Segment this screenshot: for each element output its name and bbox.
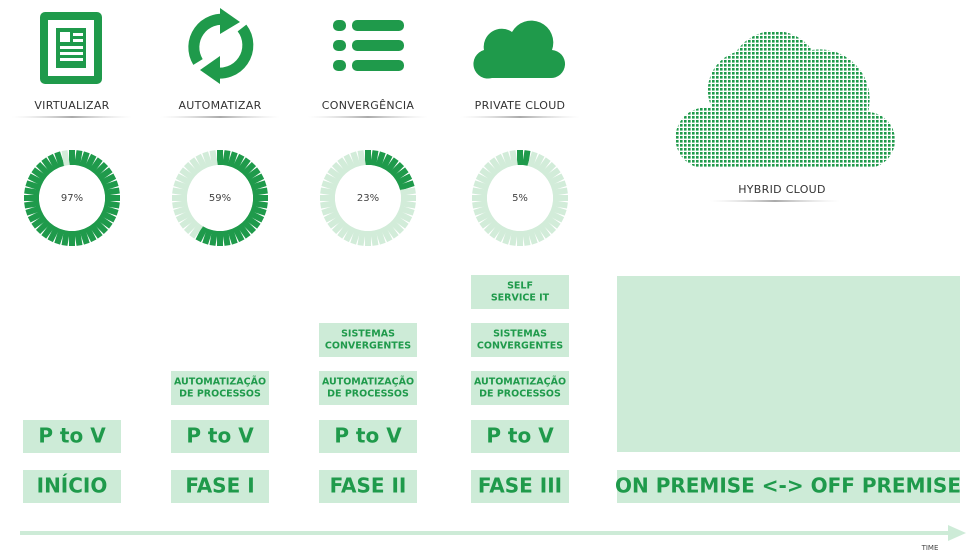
step-label: P to V <box>186 424 254 448</box>
phase-label: ON PREMISE <-> OFF PREMISE <box>615 474 961 498</box>
gauge-segment <box>320 195 335 201</box>
step-label: SERVICE IT <box>491 293 550 304</box>
gauge-label: 59% <box>209 193 231 204</box>
phase-label: FASE I <box>185 474 254 498</box>
step-label: AUTOMATIZAÇÃO <box>174 377 266 388</box>
column-label: VIRTUALIZAR <box>34 99 109 112</box>
gauge-label: 97% <box>61 193 83 204</box>
step-label: P to V <box>38 424 106 448</box>
step-label: SISTEMAS <box>493 329 547 340</box>
icon-virtualizar <box>40 12 102 84</box>
step-label: DE PROCESSOS <box>327 389 409 400</box>
axis-label: TIME <box>921 544 939 552</box>
gauge-label: 23% <box>357 193 379 204</box>
column-label: PRIVATE CLOUD <box>475 99 566 112</box>
phase-label: FASE II <box>330 474 407 498</box>
phase-label: INÍCIO <box>37 474 108 498</box>
gauge-segment <box>517 231 523 246</box>
icon-automatizar <box>194 8 248 84</box>
gauge-segment <box>472 195 487 201</box>
step-label: DE PROCESSOS <box>179 389 261 400</box>
time-arrow <box>20 525 966 541</box>
gauge-segment <box>69 150 75 165</box>
gauge-segment <box>217 150 223 165</box>
step-label: CONVERGENTES <box>325 341 411 352</box>
step-label: AUTOMATIZAÇÃO <box>322 377 414 388</box>
step-label: SELF <box>507 281 533 292</box>
hybrid-cloud-label: HYBRID CLOUD <box>738 183 826 196</box>
gauge-segment <box>553 195 568 201</box>
hybrid-cloud-icon <box>675 31 895 168</box>
step-label: P to V <box>486 424 554 448</box>
gauge-segment <box>69 231 75 246</box>
gauge-segment <box>24 195 39 201</box>
hybrid-area <box>617 276 960 452</box>
column-label: CONVERGÊNCIA <box>322 99 415 112</box>
gauge-segment <box>365 150 371 165</box>
column-label: AUTOMATIZAR <box>178 99 261 112</box>
gauge-segment <box>217 231 223 246</box>
icon-private-cloud <box>473 21 565 79</box>
step-label: SISTEMAS <box>341 329 395 340</box>
gauge-segment <box>105 195 120 201</box>
step-label: DE PROCESSOS <box>479 389 561 400</box>
step-label: P to V <box>334 424 402 448</box>
gauge-label: 5% <box>512 193 528 204</box>
step-label: AUTOMATIZAÇÃO <box>474 377 566 388</box>
gauge-segment <box>401 195 416 201</box>
gauge-segment <box>172 195 187 201</box>
phase-label: FASE III <box>478 474 562 498</box>
icon-convergencia <box>333 20 404 71</box>
gauge-segment <box>365 231 371 246</box>
gauge-segment <box>253 195 268 201</box>
gauge-segment <box>517 150 523 165</box>
step-label: CONVERGENTES <box>477 341 563 352</box>
infographic: HYBRID CLOUD ON PREMISE <-> OFF PREMISE … <box>0 0 968 553</box>
